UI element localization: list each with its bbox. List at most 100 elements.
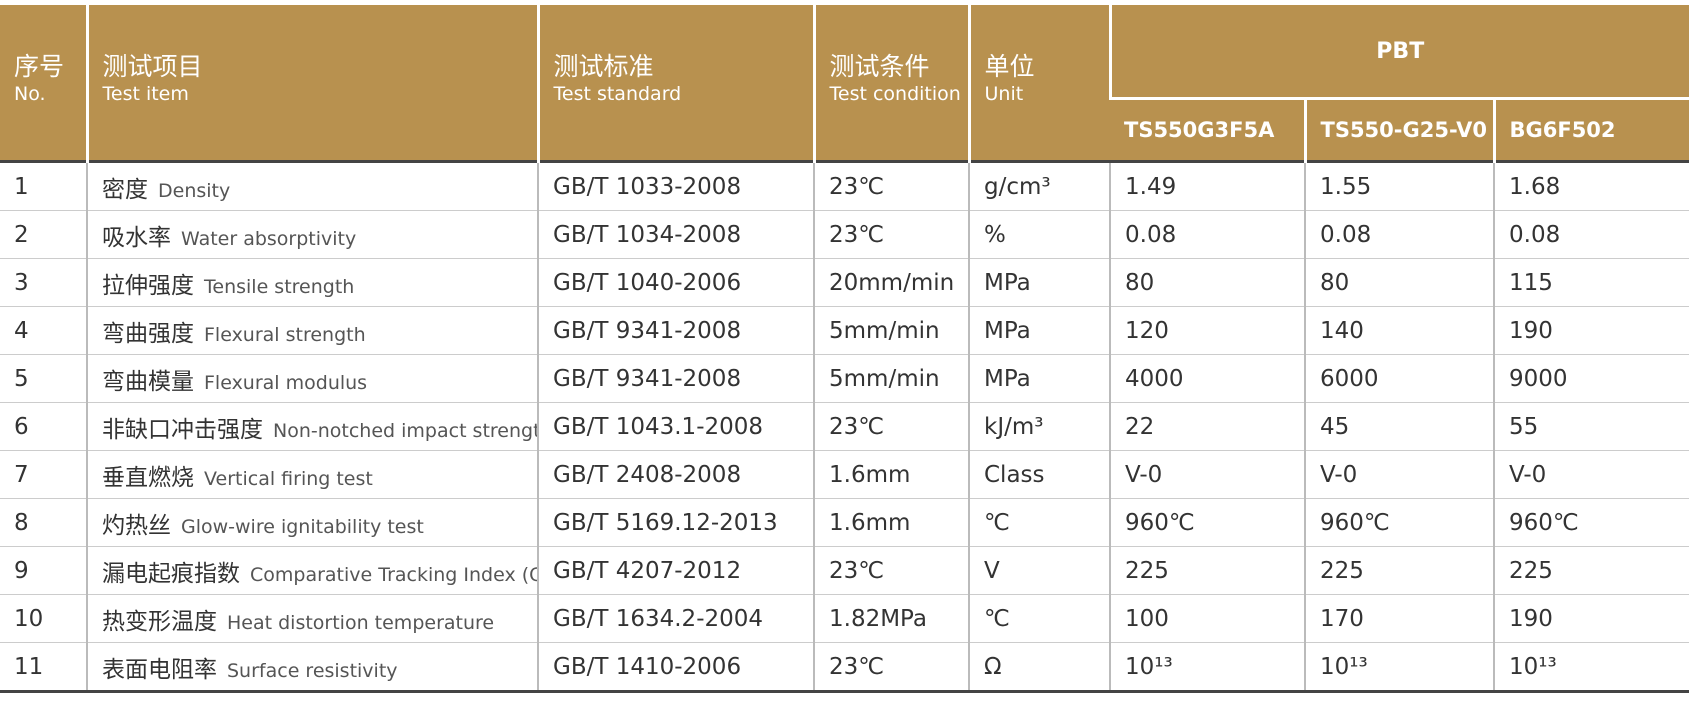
item-cn: 弯曲强度 xyxy=(102,320,194,347)
table-row: 1 密度 Density GB/T 1033-2008 23℃ g/cm³ 1.49 1.55… xyxy=(0,160,1689,211)
item-en: Comparative Tracking Index (CTI) xyxy=(250,563,538,586)
table-row: 4 弯曲强度 Flexural strength GB/T 9341-2008 5mm/… xyxy=(0,306,1689,355)
test-item: 弯曲强度 Flexural strength xyxy=(86,306,538,355)
value: 960℃ xyxy=(1304,498,1494,547)
item-cn: 灼热丝 xyxy=(102,512,171,539)
test-item: 热变形温度 Heat distortion temperature xyxy=(86,594,538,643)
value: 120 xyxy=(1109,306,1305,355)
header-cell: 测试条件 Test condition xyxy=(812,5,969,162)
header-en: Test standard xyxy=(553,83,682,105)
value: 190 xyxy=(1493,306,1689,355)
value: 9000 xyxy=(1493,354,1689,403)
value: 45 xyxy=(1304,402,1494,451)
item-en: Vertical firing test xyxy=(204,467,373,490)
item-cn: 热变形温度 xyxy=(102,608,217,635)
value: 960℃ xyxy=(1493,498,1689,547)
item-en: Non-notched impact strength xyxy=(273,419,538,442)
row-no: 7 xyxy=(0,450,87,499)
value: 190 xyxy=(1493,594,1689,643)
test-item: 拉伸强度 Tensile strength xyxy=(86,258,538,307)
item-en: Flexural modulus xyxy=(204,371,368,394)
test-item: 漏电起痕指数 Comparative Tracking Index (CTI) xyxy=(86,546,538,595)
row-no: 11 xyxy=(0,642,87,693)
table-row: 2 吸水率 Water absorptivity GB/T 1034-2008 23℃%… xyxy=(0,210,1689,259)
value: V-0 xyxy=(1109,450,1305,499)
table-row: 6 非缺口冲击强度 Non-notched impact strength GB/T … xyxy=(0,402,1689,451)
value: 1.68 xyxy=(1493,160,1689,211)
value: 0.08 xyxy=(1304,210,1494,259)
condition: 5mm/min xyxy=(813,354,969,403)
standard: GB/T 9341-2008 xyxy=(537,354,814,403)
standard: GB/T 1634.2-2004 xyxy=(537,594,814,643)
item-en: Flexural strength xyxy=(204,323,366,346)
header-en: Unit xyxy=(984,83,1024,105)
value: 4000 xyxy=(1109,354,1305,403)
value: 0.08 xyxy=(1493,210,1689,259)
header-cell: 测试项目 Test item xyxy=(85,5,538,162)
header-cell: 单位 Unit xyxy=(967,5,1110,162)
value: 10¹³ xyxy=(1304,642,1494,693)
item-en: Water absorptivity xyxy=(181,227,357,250)
value: V-0 xyxy=(1493,450,1689,499)
unit: g/cm³ xyxy=(968,160,1110,211)
item-cn: 吸水率 xyxy=(102,224,171,251)
value: 80 xyxy=(1109,258,1305,307)
standard: GB/T 1033-2008 xyxy=(537,160,814,211)
condition: 23℃ xyxy=(813,546,969,595)
row-no: 3 xyxy=(0,258,87,307)
value: 22 xyxy=(1109,402,1305,451)
header-cn: 序号 xyxy=(14,52,65,81)
table-row: 5 弯曲模量 Flexural modulus GB/T 9341-2008 5mm/m… xyxy=(0,354,1689,403)
condition: 23℃ xyxy=(813,402,969,451)
condition: 1.82MPa xyxy=(813,594,969,643)
value: 960℃ xyxy=(1109,498,1305,547)
header-cn: 测试项目 xyxy=(102,52,203,81)
header-en: No. xyxy=(14,83,46,105)
header-row: 序号 No. 测试项目 Test item 测试标准 Test standard 测试条件 T… xyxy=(0,5,1689,162)
condition: 1.6mm xyxy=(813,450,969,499)
unit: MPa xyxy=(968,306,1110,355)
value: 6000 xyxy=(1304,354,1494,403)
test-item: 非缺口冲击强度 Non-notched impact strength xyxy=(86,402,538,451)
test-item: 表面电阻率 Surface resistivity xyxy=(86,642,538,693)
row-no: 6 xyxy=(0,402,87,451)
item-cn: 弯曲模量 xyxy=(102,368,194,395)
test-item: 密度 Density xyxy=(86,160,538,211)
standard: GB/T 1043.1-2008 xyxy=(537,402,814,451)
test-item: 弯曲模量 Flexural modulus xyxy=(86,354,538,403)
item-cn: 非缺口冲击强度 xyxy=(102,416,263,443)
unit: kJ/m³ xyxy=(968,402,1110,451)
table-row: 7 垂直燃烧 Vertical firing test GB/T 2408-2008 1… xyxy=(0,450,1689,499)
value: 170 xyxy=(1304,594,1494,643)
value: 115 xyxy=(1493,258,1689,307)
unit: V xyxy=(968,546,1110,595)
table-row: 11 表面电阻率 Surface resistivity GB/T 1410-2006… xyxy=(0,642,1689,693)
condition: 5mm/min xyxy=(813,306,969,355)
test-item: 吸水率 Water absorptivity xyxy=(86,210,538,259)
header-en: Test item xyxy=(102,83,189,105)
item-cn: 表面电阻率 xyxy=(102,656,217,683)
row-no: 1 xyxy=(0,160,87,211)
value: 10¹³ xyxy=(1109,642,1305,693)
row-no: 4 xyxy=(0,306,87,355)
standard: GB/T 9341-2008 xyxy=(537,306,814,355)
item-cn: 漏电起痕指数 xyxy=(102,560,240,587)
grade-header: TS550G3F5A xyxy=(1110,97,1305,162)
header-en: Test condition xyxy=(829,83,961,105)
header-cn: 测试条件 xyxy=(829,52,930,81)
standard: GB/T 1040-2006 xyxy=(537,258,814,307)
table-row: 10 热变形温度 Heat distortion temperature GB/T 1… xyxy=(0,594,1689,643)
unit: MPa xyxy=(968,354,1110,403)
item-en: Heat distortion temperature xyxy=(227,611,495,634)
unit: ℃ xyxy=(968,594,1110,643)
value: 140 xyxy=(1304,306,1494,355)
row-no: 9 xyxy=(0,546,87,595)
header-cell: 测试标准 Test standard xyxy=(536,5,814,162)
item-en: Density xyxy=(158,179,231,202)
condition: 23℃ xyxy=(813,160,969,211)
standard: GB/T 1034-2008 xyxy=(537,210,814,259)
value: V-0 xyxy=(1304,450,1494,499)
value: 80 xyxy=(1304,258,1494,307)
header-cn: 单位 xyxy=(984,52,1035,81)
